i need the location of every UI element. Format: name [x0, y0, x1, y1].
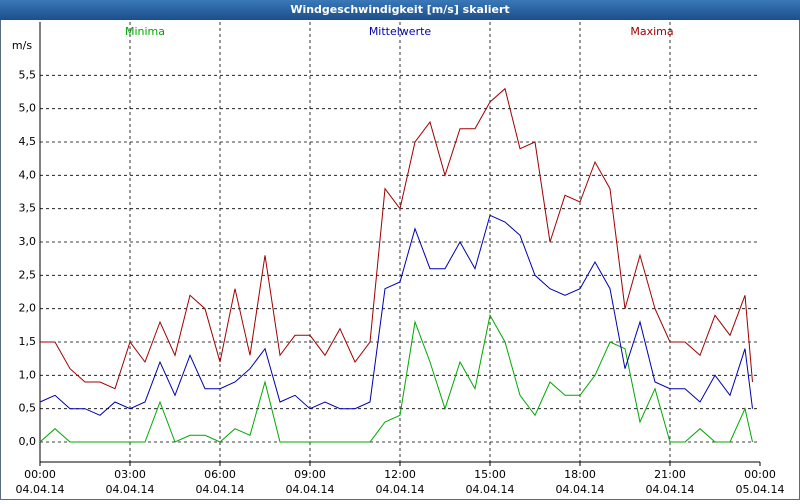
legend-label: Minima	[125, 25, 165, 38]
y-tick-label: 5,5	[19, 68, 37, 81]
y-tick-label: 2,0	[19, 302, 37, 315]
x-tick-label: 12:00	[384, 468, 416, 481]
y-tick-label: 1,0	[19, 368, 37, 381]
y-tick-label: 4,0	[19, 168, 37, 181]
x-tick-date: 05.04.14	[736, 483, 785, 496]
x-tick-date: 04.04.14	[286, 483, 335, 496]
x-tick-date: 04.04.14	[646, 483, 695, 496]
x-tick-label: 09:00	[294, 468, 326, 481]
x-tick-date: 04.04.14	[376, 483, 425, 496]
x-tick-label: 03:00	[114, 468, 146, 481]
y-tick-label: 4,5	[19, 135, 37, 148]
y-tick-label: 2,5	[19, 268, 37, 281]
y-tick-label: 3,0	[19, 235, 37, 248]
x-tick-date: 04.04.14	[196, 483, 245, 496]
legend-label: Maxima	[630, 25, 673, 38]
legend-label: Mittelwerte	[369, 25, 432, 38]
x-tick-date: 04.04.14	[466, 483, 515, 496]
series-line	[39, 313, 753, 443]
series-line	[39, 214, 753, 416]
y-unit: m/s	[12, 39, 32, 52]
x-tick-label: 15:00	[474, 468, 506, 481]
x-tick-date: 04.04.14	[16, 483, 65, 496]
y-tick-label: 0,0	[19, 435, 37, 448]
y-tick-label: 1,5	[19, 335, 37, 348]
x-tick-label: 18:00	[564, 468, 596, 481]
chart-title: Windgeschwindigkeit [m/s] skaliert	[290, 3, 509, 16]
x-tick-date: 04.04.14	[556, 483, 605, 496]
x-tick-label: 00:00	[744, 468, 776, 481]
y-tick-label: 0,5	[19, 402, 37, 415]
y-tick-label: 5,0	[19, 102, 37, 115]
x-tick-label: 21:00	[654, 468, 686, 481]
x-tick-label: 06:00	[204, 468, 236, 481]
x-tick-date: 04.04.14	[106, 483, 155, 496]
series-line	[40, 87, 753, 390]
title-bar	[0, 0, 800, 20]
x-tick-label: 00:00	[24, 468, 56, 481]
y-tick-label: 3,5	[19, 202, 37, 215]
